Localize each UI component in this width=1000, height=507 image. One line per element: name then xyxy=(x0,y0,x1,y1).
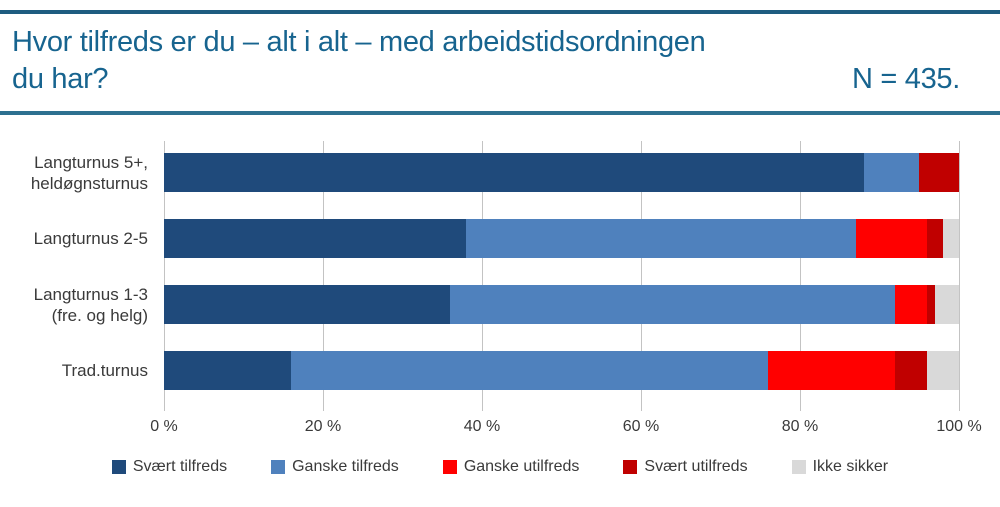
category-label: Langturnus 2-5 xyxy=(0,219,148,258)
title-divider-line xyxy=(0,111,1000,115)
chart-title-line1: Hvor tilfreds er du – alt i alt – med ar… xyxy=(12,26,706,58)
gridline xyxy=(481,141,483,411)
x-axis: 0 % 20 % 40 % 60 % 80 % 100 % xyxy=(150,141,981,435)
legend-item: Ganske tilfreds xyxy=(271,458,399,476)
category-label-line: Langturnus 5+, xyxy=(34,152,148,172)
gridline xyxy=(322,141,324,411)
bar-segment xyxy=(863,153,920,192)
category-label-line: Langturnus 1-3 xyxy=(33,284,148,304)
bar-segment xyxy=(895,285,928,324)
legend-swatch xyxy=(623,460,638,474)
category-label: Langturnus 1-3 (fre. og helg) xyxy=(0,284,148,325)
axis-tick-label: 80 % xyxy=(781,418,819,435)
axis-tick-label: 100 % xyxy=(936,418,982,435)
legend-item: Ganske utilfreds xyxy=(442,458,580,476)
bar-segment xyxy=(927,219,944,258)
category-label: Trad.turnus xyxy=(0,351,148,390)
axis-tick-label: 20 % xyxy=(304,418,342,435)
bar-segment xyxy=(768,351,896,390)
bar-segment xyxy=(927,285,936,324)
bar-segment xyxy=(164,285,451,324)
gridline xyxy=(958,141,960,411)
bar-segment xyxy=(927,351,959,390)
bar-segment xyxy=(164,219,467,258)
bar-row xyxy=(164,351,959,390)
gridline xyxy=(640,141,642,411)
chart-area: Langturnus 5+, heldøgnsturnus Langturnus 2… xyxy=(0,141,1000,441)
bar-row xyxy=(164,285,959,324)
legend-item: Svært tilfreds xyxy=(111,458,228,476)
gridline xyxy=(799,141,801,411)
legend-swatch xyxy=(271,460,286,474)
chart-legend: Svært tilfreds Ganske tilfreds Ganske util… xyxy=(0,458,1000,476)
category-label-line: heldøgnsturnus xyxy=(30,173,148,193)
legend-label: Ganske tilfreds xyxy=(292,458,399,475)
bar-segment xyxy=(164,351,292,390)
legend-item: Ikke sikker xyxy=(791,458,889,476)
bar-segment xyxy=(450,285,896,324)
category-label-line: Trad.turnus xyxy=(61,361,148,380)
axis-tick-label: 60 % xyxy=(622,418,660,435)
bar-segment xyxy=(855,219,928,258)
category-label: Langturnus 5+, heldøgnsturnus xyxy=(0,152,148,193)
legend-label: Ikke sikker xyxy=(812,458,889,475)
axis-tick-label: 0 % xyxy=(150,418,178,435)
legend-swatch xyxy=(442,460,457,474)
axis-tick-label: 40 % xyxy=(463,418,501,435)
legend-label: Svært tilfreds xyxy=(132,458,228,475)
legend-label: Svært utilfreds xyxy=(644,458,748,475)
chart-title-line2: du har? xyxy=(12,63,109,95)
chart-title: Hvor tilfreds er du – alt i alt – med ar… xyxy=(12,24,988,98)
legend-swatch xyxy=(791,460,806,474)
bar-row xyxy=(164,219,959,258)
bar-segment xyxy=(935,285,959,324)
bar-segment xyxy=(291,351,769,390)
bar-segment xyxy=(164,153,864,192)
gridline xyxy=(163,141,165,411)
bar-segment xyxy=(895,351,928,390)
legend-label: Ganske utilfreds xyxy=(463,458,580,475)
plot-area xyxy=(163,141,960,411)
category-label-line: Langturnus 2-5 xyxy=(33,229,148,248)
top-border-line xyxy=(0,10,1000,14)
bar-segment xyxy=(466,219,856,258)
bar-row xyxy=(164,153,959,192)
legend-swatch xyxy=(111,460,126,474)
sample-size-label: N = 435. xyxy=(851,63,960,95)
legend-item: Svært utilfreds xyxy=(623,458,748,476)
category-label-line: (fre. og helg) xyxy=(51,305,148,325)
category-axis: Langturnus 5+, heldøgnsturnus Langturnus 2… xyxy=(0,141,156,404)
bar-segment xyxy=(943,219,959,258)
bar-segment xyxy=(919,153,959,192)
